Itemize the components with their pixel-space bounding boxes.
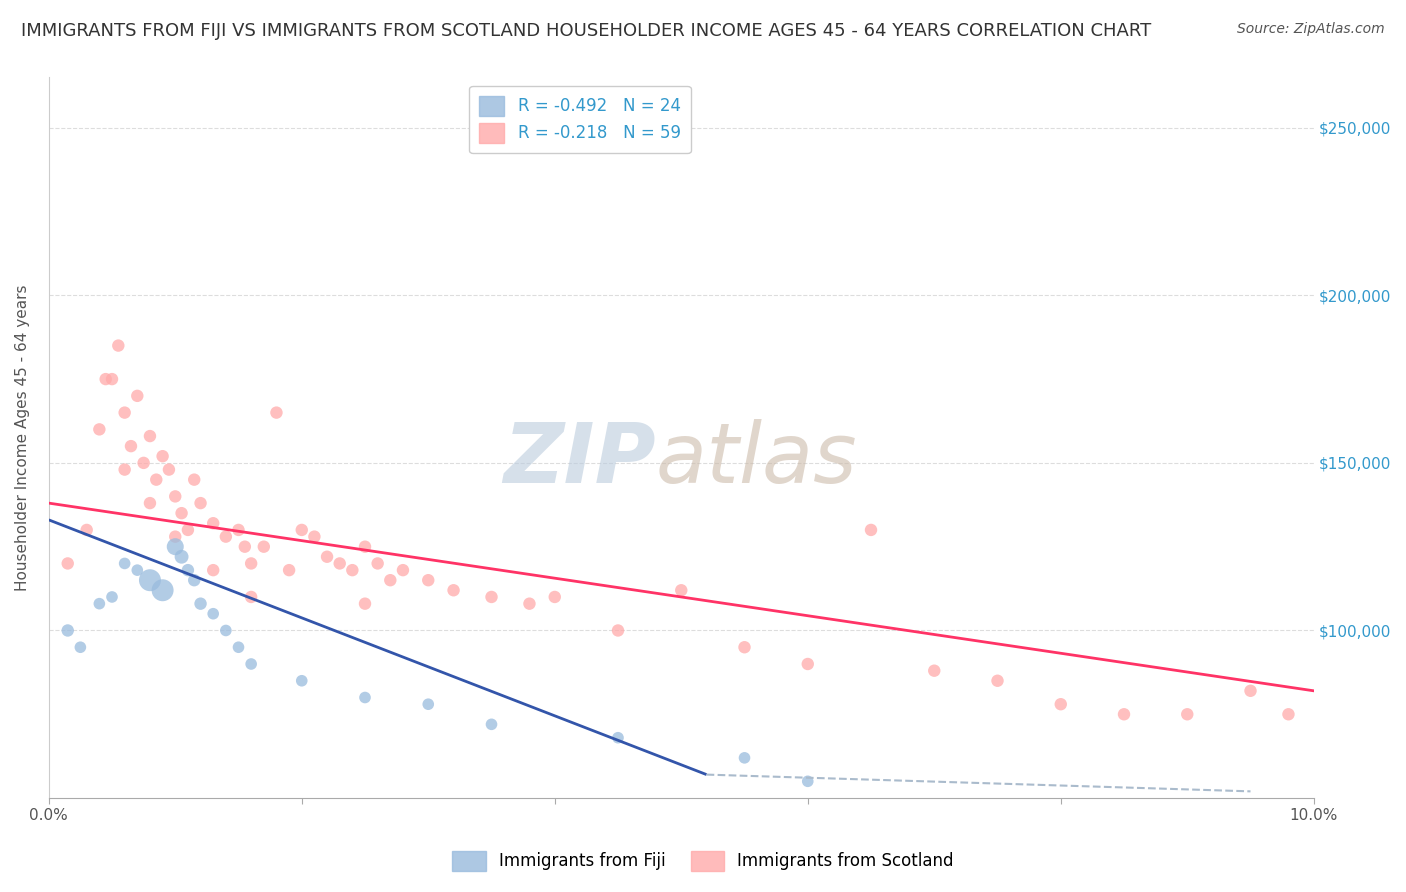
Point	[418, 697, 440, 711]
Point	[132, 456, 155, 470]
Point	[734, 640, 756, 655]
Point	[170, 506, 193, 520]
Point	[114, 557, 136, 571]
Point	[170, 549, 193, 564]
Point	[278, 563, 301, 577]
Point	[1175, 707, 1198, 722]
Point	[734, 751, 756, 765]
Point	[152, 449, 174, 463]
Point	[202, 563, 225, 577]
Point	[859, 523, 882, 537]
Point	[152, 583, 174, 598]
Legend: R = -0.492   N = 24, R = -0.218   N = 59: R = -0.492 N = 24, R = -0.218 N = 59	[470, 86, 690, 153]
Point	[291, 673, 314, 688]
Point	[101, 372, 124, 386]
Point	[177, 523, 200, 537]
Point	[1112, 707, 1135, 722]
Text: Source: ZipAtlas.com: Source: ZipAtlas.com	[1237, 22, 1385, 37]
Point	[443, 583, 465, 598]
Point	[519, 597, 541, 611]
Point	[165, 490, 187, 504]
Point	[165, 540, 187, 554]
Point	[922, 664, 945, 678]
Point	[114, 406, 136, 420]
Point	[481, 717, 503, 731]
Point	[481, 590, 503, 604]
Point	[183, 573, 205, 587]
Point	[607, 731, 630, 745]
Point	[797, 657, 820, 671]
Point	[266, 406, 288, 420]
Point	[354, 690, 377, 705]
Point	[1277, 707, 1299, 722]
Point	[183, 473, 205, 487]
Legend: Immigrants from Fiji, Immigrants from Scotland: Immigrants from Fiji, Immigrants from Sc…	[444, 842, 962, 880]
Point	[215, 624, 238, 638]
Point	[190, 496, 212, 510]
Point	[304, 530, 326, 544]
Point	[202, 516, 225, 531]
Point	[240, 557, 263, 571]
Point	[316, 549, 339, 564]
Point	[228, 523, 250, 537]
Point	[544, 590, 567, 604]
Point	[1239, 683, 1261, 698]
Point	[177, 563, 200, 577]
Point	[127, 563, 149, 577]
Point	[1049, 697, 1071, 711]
Point	[240, 590, 263, 604]
Point	[56, 624, 79, 638]
Point	[89, 597, 111, 611]
Y-axis label: Householder Income Ages 45 - 64 years: Householder Income Ages 45 - 64 years	[15, 285, 30, 591]
Point	[89, 422, 111, 436]
Point	[797, 774, 820, 789]
Text: IMMIGRANTS FROM FIJI VS IMMIGRANTS FROM SCOTLAND HOUSEHOLDER INCOME AGES 45 - 64: IMMIGRANTS FROM FIJI VS IMMIGRANTS FROM …	[21, 22, 1152, 40]
Point	[107, 338, 129, 352]
Point	[157, 462, 180, 476]
Point	[240, 657, 263, 671]
Point	[367, 557, 389, 571]
Point	[190, 597, 212, 611]
Point	[380, 573, 402, 587]
Point	[354, 597, 377, 611]
Point	[291, 523, 314, 537]
Point	[120, 439, 142, 453]
Point	[342, 563, 364, 577]
Point	[114, 462, 136, 476]
Point	[354, 540, 377, 554]
Point	[139, 496, 162, 510]
Point	[986, 673, 1008, 688]
Point	[392, 563, 415, 577]
Point	[329, 557, 352, 571]
Point	[76, 523, 98, 537]
Text: ZIP: ZIP	[503, 419, 657, 500]
Point	[127, 389, 149, 403]
Point	[671, 583, 693, 598]
Point	[69, 640, 91, 655]
Point	[145, 473, 167, 487]
Point	[233, 540, 256, 554]
Point	[228, 640, 250, 655]
Point	[56, 557, 79, 571]
Point	[418, 573, 440, 587]
Point	[139, 573, 162, 587]
Point	[215, 530, 238, 544]
Point	[94, 372, 117, 386]
Point	[607, 624, 630, 638]
Point	[202, 607, 225, 621]
Point	[139, 429, 162, 443]
Text: atlas: atlas	[657, 419, 858, 500]
Point	[253, 540, 276, 554]
Point	[165, 530, 187, 544]
Point	[101, 590, 124, 604]
